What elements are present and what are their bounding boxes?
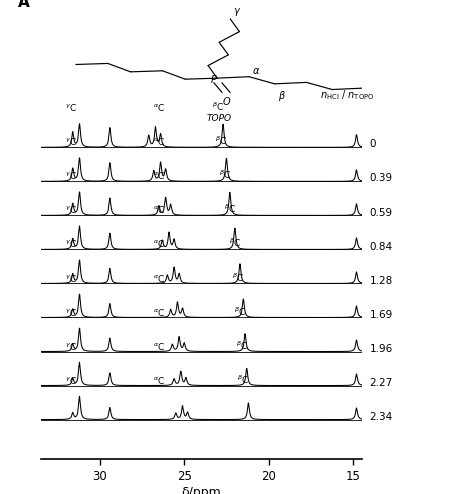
Text: 2.34: 2.34 bbox=[369, 412, 392, 422]
Text: O: O bbox=[222, 97, 230, 107]
Text: 0.59: 0.59 bbox=[369, 207, 392, 217]
Text: $^{\beta}$C: $^{\beta}$C bbox=[237, 373, 249, 386]
Text: $^{\beta}$C: $^{\beta}$C bbox=[228, 237, 240, 249]
Text: 2.27: 2.27 bbox=[369, 377, 392, 388]
Text: $^{\beta}$C: $^{\beta}$C bbox=[232, 271, 244, 284]
Text: $n_{\mathrm{HCl}}$ / $n_{\mathrm{TOPO}}$: $n_{\mathrm{HCl}}$ / $n_{\mathrm{TOPO}}$ bbox=[319, 88, 373, 102]
Text: $^{\gamma}$C: $^{\gamma}$C bbox=[65, 102, 77, 113]
Text: $^{\gamma}$C: $^{\gamma}$C bbox=[65, 136, 77, 147]
Text: $^{\beta}$C: $^{\beta}$C bbox=[233, 305, 245, 318]
Text: A: A bbox=[18, 0, 30, 10]
Text: $^{\beta}$C: $^{\beta}$C bbox=[215, 135, 227, 147]
Text: $^{\beta}$C: $^{\beta}$C bbox=[212, 101, 224, 113]
Text: $^{\alpha}$C: $^{\alpha}$C bbox=[152, 102, 165, 113]
X-axis label: δ/ppm: δ/ppm bbox=[181, 486, 221, 494]
Text: 0.84: 0.84 bbox=[369, 242, 392, 251]
Text: $^{\gamma}$C: $^{\gamma}$C bbox=[65, 239, 77, 249]
Text: 0: 0 bbox=[369, 139, 375, 150]
Text: $^{\gamma}$C: $^{\gamma}$C bbox=[65, 374, 77, 386]
Text: 1.69: 1.69 bbox=[369, 310, 392, 320]
Text: $^{\alpha}$C: $^{\alpha}$C bbox=[152, 273, 165, 284]
Text: $^{\beta}$C: $^{\beta}$C bbox=[235, 339, 247, 352]
Text: $^{\gamma}$C: $^{\gamma}$C bbox=[65, 170, 77, 181]
Text: $\beta$: $\beta$ bbox=[277, 88, 285, 103]
Text: $^{\alpha}$C: $^{\alpha}$C bbox=[152, 340, 165, 352]
Text: $^{\beta}$C: $^{\beta}$C bbox=[223, 203, 235, 215]
Text: $^{\gamma}$C: $^{\gamma}$C bbox=[65, 205, 77, 215]
Text: 1.96: 1.96 bbox=[369, 344, 392, 354]
Text: $^{\alpha}$C: $^{\alpha}$C bbox=[152, 205, 165, 215]
Text: $^{\alpha}$C: $^{\alpha}$C bbox=[152, 170, 165, 181]
Text: $^{\beta}$C: $^{\beta}$C bbox=[218, 169, 230, 181]
Text: $^{\alpha}$C: $^{\alpha}$C bbox=[152, 374, 165, 386]
Text: P: P bbox=[211, 75, 216, 85]
Text: $^{\gamma}$C: $^{\gamma}$C bbox=[65, 273, 77, 284]
Text: 0.39: 0.39 bbox=[369, 173, 392, 183]
Text: 1.28: 1.28 bbox=[369, 276, 392, 286]
Text: $^{\gamma}$C: $^{\gamma}$C bbox=[65, 307, 77, 318]
Text: $^{\alpha}$C: $^{\alpha}$C bbox=[152, 307, 165, 318]
Text: $^{\alpha}$C: $^{\alpha}$C bbox=[152, 136, 165, 147]
Text: $^{\gamma}$C: $^{\gamma}$C bbox=[65, 340, 77, 352]
Text: $\gamma$: $\gamma$ bbox=[233, 6, 241, 18]
Text: $^{\alpha}$C: $^{\alpha}$C bbox=[152, 239, 165, 249]
Text: TOPO: TOPO bbox=[206, 114, 231, 123]
Text: $\alpha$: $\alpha$ bbox=[252, 66, 260, 76]
